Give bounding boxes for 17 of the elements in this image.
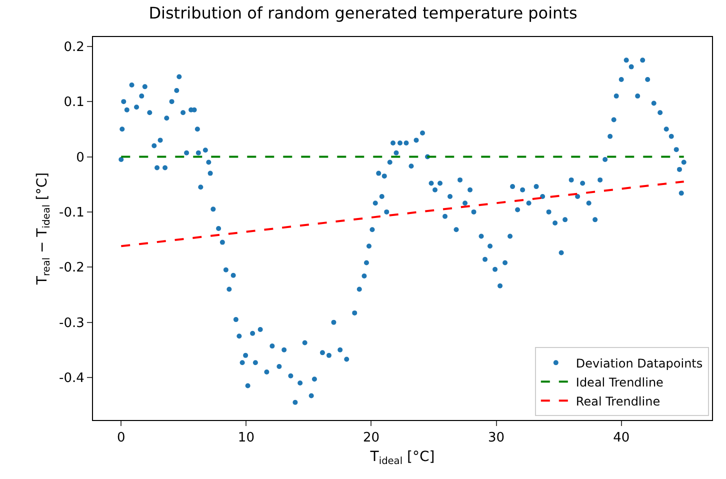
y-tick-label: -0.2	[59, 260, 84, 276]
y-tick-label: 0.2	[64, 40, 84, 55]
chart-title: Distribution of random generated temperature points	[148, 3, 578, 22]
x-tick-label: 0	[117, 430, 126, 446]
x-tick-label: 30	[488, 430, 505, 446]
x-tick-label: 10	[238, 430, 254, 446]
y-tick-label: -0.1	[59, 205, 84, 220]
y-tick-label: -0.3	[59, 316, 84, 331]
legend-label: Ideal Trendline	[576, 375, 664, 390]
y-tick-label: -0.4	[59, 371, 84, 386]
legend-label: Real Trendline	[576, 394, 660, 408]
y-tick-label: 0.1	[64, 95, 84, 110]
legend-label: Deviation Datapoints	[576, 356, 703, 370]
x-tick-label: 40	[613, 430, 630, 446]
y-tick-label: 0	[76, 150, 84, 166]
x-axis-title: T$_{ideal}$ [°C]	[369, 448, 435, 467]
x-tick-label: 20	[362, 430, 380, 446]
